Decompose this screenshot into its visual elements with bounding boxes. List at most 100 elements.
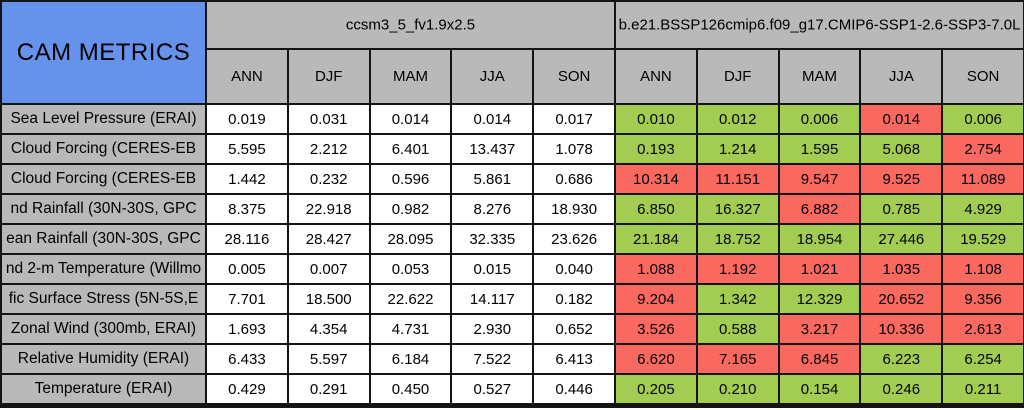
season-header-baseline-ann: ANN (205, 48, 289, 105)
comparison-value-cell: 0.010 (614, 103, 698, 135)
metric-row: Sea Level Pressure (ERAI) 0.019 0.031 0.014… (0, 103, 1024, 135)
baseline-value-cell: 1.693 (205, 313, 289, 345)
baseline-value-cell: 18.500 (286, 283, 371, 315)
baseline-value-cell: 0.040 (532, 253, 617, 285)
comparison-value-cell: 12.329 (777, 283, 862, 315)
comparison-value-cell: 6.223 (859, 343, 944, 375)
comparison-value-cell: 5.068 (859, 133, 944, 165)
comparison-value-cell: 4.929 (941, 193, 1024, 225)
metric-label-cell: Cloud Forcing (CERES-EB (0, 133, 207, 165)
comparison-value-cell: 19.529 (941, 223, 1024, 255)
comparison-value-cell: 9.356 (941, 283, 1024, 315)
baseline-value-cell: 6.413 (532, 343, 617, 375)
comparison-value-cell: 11.089 (941, 163, 1024, 195)
baseline-value-cell: 1.442 (205, 163, 289, 195)
metric-label-cell: nd 2-m Temperature (Willmo (0, 253, 207, 285)
metric-row: nd 2-m Temperature (Willmo 0.005 0.007 0.05… (0, 253, 1024, 285)
baseline-value-cell: 0.005 (205, 253, 289, 285)
baseline-value-cell: 7.701 (205, 283, 289, 315)
model-group-header-baseline: ccsm3_5_fv1.9x2.5 (204, 0, 617, 50)
model-group-label-baseline: ccsm3_5_fv1.9x2.5 (345, 16, 476, 34)
baseline-value-cell: 8.276 (450, 193, 535, 225)
comparison-value-cell: 9.204 (614, 283, 698, 315)
comparison-value-cell: 0.588 (695, 313, 780, 345)
baseline-value-cell: 5.861 (450, 163, 535, 195)
metric-row: Relative Humidity (ERAI) 6.433 5.597 6.184 7… (0, 343, 1024, 375)
baseline-value-cell: 0.232 (286, 163, 371, 195)
comparison-value-cell: 1.108 (941, 253, 1024, 285)
baseline-value-cell: 5.597 (286, 343, 371, 375)
baseline-value-cell: 0.015 (450, 253, 535, 285)
comparison-value-cell: 16.327 (695, 193, 780, 225)
baseline-value-cell: 7.522 (450, 343, 535, 375)
comparison-value-cell: 6.845 (777, 343, 862, 375)
model-group-header-comparison: b.e21.BSSP126cmip6.f09_g17.CMIP6-SSP1-2.… (614, 0, 1024, 50)
metric-row: Cloud Forcing (CERES-EB 1.442 0.232 0.596 5.… (0, 163, 1024, 195)
comparison-value-cell: 21.184 (614, 223, 698, 255)
baseline-value-cell: 4.731 (368, 313, 453, 345)
metric-label-cell: nd Rainfall (30N-30S, GPC (0, 193, 207, 225)
comparison-value-cell: 9.525 (859, 163, 944, 195)
baseline-value-cell: 0.019 (205, 103, 289, 135)
metric-label-cell: Zonal Wind (300mb, ERAI) (0, 313, 207, 345)
baseline-value-cell: 2.212 (286, 133, 371, 165)
comparison-value-cell: 10.336 (859, 313, 944, 345)
season-header-comparison-jja: JJA (859, 48, 944, 105)
metric-row: ean Rainfall (30N-30S, GPC 28.116 28.427 28… (0, 223, 1024, 255)
comparison-value-cell: 1.214 (695, 133, 780, 165)
baseline-value-cell: 22.622 (368, 283, 453, 315)
metric-label-cell: Relative Humidity (ERAI) (0, 343, 207, 375)
comparison-value-cell: 0.154 (777, 373, 862, 408)
baseline-value-cell: 0.686 (532, 163, 617, 195)
model-group-label-comparison: b.e21.BSSP126cmip6.f09_g17.CMIP6-SSP1-2.… (618, 16, 1021, 34)
baseline-value-cell: 0.596 (368, 163, 453, 195)
baseline-value-cell: 6.401 (368, 133, 453, 165)
baseline-value-cell: 0.182 (532, 283, 617, 315)
baseline-value-cell: 6.433 (205, 343, 289, 375)
comparison-value-cell: 1.021 (777, 253, 862, 285)
baseline-value-cell: 14.117 (450, 283, 535, 315)
comparison-value-cell: 0.246 (859, 373, 944, 408)
metric-row: Zonal Wind (300mb, ERAI) 1.693 4.354 4.731 2… (0, 313, 1024, 345)
baseline-value-cell: 5.595 (205, 133, 289, 165)
baseline-value-cell: 0.291 (286, 373, 371, 408)
baseline-value-cell: 0.527 (450, 373, 535, 408)
metric-row: nd Rainfall (30N-30S, GPC 8.375 22.918 0.98… (0, 193, 1024, 225)
comparison-value-cell: 1.342 (695, 283, 780, 315)
comparison-value-cell: 6.620 (614, 343, 698, 375)
comparison-value-cell: 0.014 (859, 103, 944, 135)
comparison-value-cell: 1.088 (614, 253, 698, 285)
baseline-value-cell: 13.437 (450, 133, 535, 165)
season-header-baseline-son: SON (532, 48, 617, 105)
comparison-value-cell: 6.850 (614, 193, 698, 225)
metric-label-cell: Cloud Forcing (CERES-EB (0, 163, 207, 195)
season-header-baseline-mam: MAM (368, 48, 453, 105)
baseline-value-cell: 0.007 (286, 253, 371, 285)
comparison-value-cell: 0.210 (695, 373, 780, 408)
comparison-value-cell: 7.165 (695, 343, 780, 375)
metric-label-cell: fic Surface Stress (5N-5S,E (0, 283, 207, 315)
baseline-value-cell: 6.184 (368, 343, 453, 375)
baseline-value-cell: 0.014 (450, 103, 535, 135)
comparison-value-cell: 3.217 (777, 313, 862, 345)
comparison-value-cell: 0.205 (614, 373, 698, 408)
comparison-value-cell: 6.254 (941, 343, 1024, 375)
baseline-value-cell: 0.652 (532, 313, 617, 345)
baseline-value-cell: 18.930 (532, 193, 617, 225)
baseline-value-cell: 22.918 (286, 193, 371, 225)
comparison-value-cell: 0.012 (695, 103, 780, 135)
comparison-value-cell: 11.151 (695, 163, 780, 195)
baseline-value-cell: 0.053 (368, 253, 453, 285)
group-header-row: CAM METRICS ccsm3_5_fv1.9x2.5 b.e21.BSSP… (0, 0, 1024, 105)
season-header-baseline-jja: JJA (450, 48, 535, 105)
comparison-value-cell: 18.954 (777, 223, 862, 255)
comparison-value-cell: 2.613 (941, 313, 1024, 345)
comparison-value-cell: 20.652 (859, 283, 944, 315)
comparison-value-cell: 0.785 (859, 193, 944, 225)
metric-row: Temperature (ERAI) 0.429 0.291 0.450 0.527 0.… (0, 373, 1024, 408)
comparison-value-cell: 0.211 (941, 373, 1024, 408)
baseline-value-cell: 0.031 (286, 103, 371, 135)
metric-row: fic Surface Stress (5N-5S,E 7.701 18.500 22… (0, 283, 1024, 315)
page-title: CAM METRICS (0, 0, 207, 105)
